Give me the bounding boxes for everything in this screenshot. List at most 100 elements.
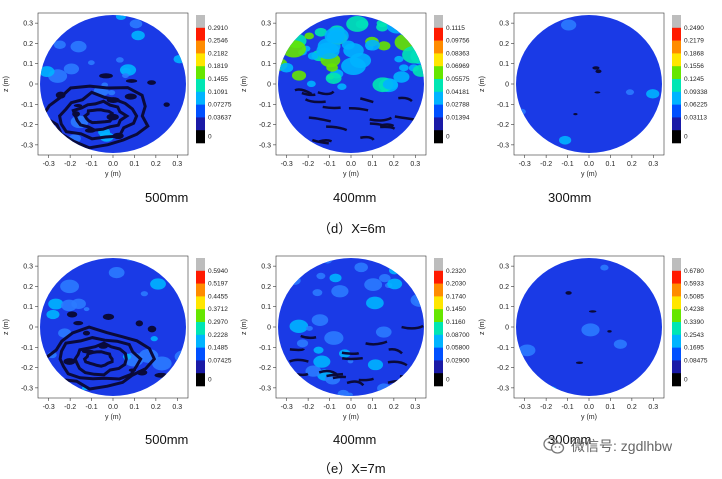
contour-line: [358, 377, 374, 382]
colorbar-segment: [434, 373, 443, 387]
colorbar-label: 0.3712: [208, 306, 228, 313]
contour-line: [311, 138, 329, 145]
contour-line: [300, 334, 317, 340]
y-tick-label: -0.3: [497, 142, 509, 149]
speckle: [400, 383, 416, 395]
x-tick-label: 0.0: [584, 161, 594, 168]
speckle: [63, 63, 80, 75]
panel-e-500: -0.3 -0.2 -0.1 0.0 0.1 0.2 0.3 0.3 0.2 0.1 0 -0.1 -0…: [0, 248, 232, 421]
speckle: [398, 64, 409, 72]
speckle: [388, 266, 400, 275]
colorbar-segment: [672, 27, 681, 41]
x-tick-label: 0.3: [410, 404, 420, 411]
dark-spot: [98, 343, 109, 349]
x-tick-label: -0.1: [562, 404, 574, 411]
colorbar-label: 0.1245: [684, 76, 704, 83]
y-tick-label: 0.2: [261, 284, 271, 291]
x-tick-label: -0.3: [519, 161, 531, 168]
speckle: [115, 57, 124, 63]
y-tick-label: 0: [29, 82, 33, 89]
contour-plot: -0.3 -0.2 -0.1 0.0 0.1 0.2 0.3 0.3 0.2 0.1 0 -0.1 -0…: [479, 255, 708, 421]
x-axis-label: y (m): [581, 414, 597, 421]
x-tick-label: -0.3: [281, 161, 293, 168]
colorbar-label: 0.06225: [684, 102, 708, 109]
colorbar-segment: [434, 283, 443, 297]
colorbar-label: 0.07425: [208, 357, 232, 364]
speckle: [304, 32, 314, 40]
y-tick-label: 0.2: [499, 41, 509, 48]
x-tick-label: 0.3: [648, 404, 658, 411]
colorbar-segment: [196, 283, 205, 297]
colorbar-segment: [434, 309, 443, 323]
colorbar-segment: [434, 130, 443, 144]
y-tick-label: 0.1: [261, 304, 271, 311]
speckle: [87, 60, 95, 66]
contour-line: [317, 90, 335, 96]
y-tick-label: 0: [267, 82, 271, 89]
colorbar-label: 0.2182: [208, 50, 228, 57]
colorbar-label: 0.5933: [684, 281, 704, 288]
contour-line: [301, 91, 316, 97]
speckle: [306, 80, 316, 88]
colorbar-label: 0.1450: [446, 306, 466, 313]
colorbar-label: 0: [684, 134, 688, 141]
colorbar-segment: [672, 270, 681, 284]
speckle: [376, 19, 388, 28]
colorbar-segment: [434, 117, 443, 131]
dark-spot: [106, 113, 119, 121]
speckle: [291, 70, 307, 81]
speckle: [367, 359, 384, 371]
contour-line: [82, 350, 114, 368]
x-tick-label: 0.2: [151, 404, 161, 411]
dark-spot: [72, 111, 81, 118]
y-tick-label: -0.2: [259, 365, 271, 372]
speckle: [329, 273, 342, 283]
y-tick-label: 0.1: [499, 61, 509, 68]
speckle: [517, 108, 526, 115]
colorbar-segment: [196, 322, 205, 336]
contour-line: [326, 125, 348, 132]
watermark-text: 微信号: zgdlhbw: [571, 438, 673, 454]
colorbar-segment: [672, 373, 681, 387]
contour-line: [73, 341, 128, 377]
colorbar-label: 0.08475: [684, 357, 708, 364]
colorbar-segment: [196, 117, 205, 131]
colorbar-label: 0.5085: [684, 293, 704, 300]
colorbar-label: 0.08363: [446, 50, 470, 57]
contour-line: [369, 122, 386, 128]
contour-plot: -0.3 -0.2 -0.1 0.0 0.1 0.2 0.3 0.3 0.2 0.1 0 -0.1 -0…: [3, 255, 232, 421]
y-axis-label: z (m): [241, 319, 248, 335]
speckle: [46, 309, 60, 320]
y-tick-label: -0.1: [497, 102, 509, 109]
speckle: [543, 386, 558, 396]
colorbar-label: 0.2179: [684, 38, 704, 45]
colorbar-segment: [196, 15, 205, 29]
y-tick-label: 0: [505, 325, 509, 332]
dark-spot: [595, 69, 602, 74]
colorbar-label: 0.2546: [208, 38, 228, 45]
colorbar-label: 0.07275: [208, 102, 232, 109]
y-tick-label: -0.3: [259, 142, 271, 149]
colorbar-segment: [196, 334, 205, 348]
speckle: [278, 28, 293, 43]
x-tick-label: -0.1: [86, 161, 98, 168]
contour-line: [341, 356, 363, 361]
speckle: [314, 27, 327, 37]
colorbar-label: 0.09338: [684, 89, 708, 96]
speckle: [107, 90, 116, 96]
speckle: [331, 285, 349, 298]
colorbar-segment: [672, 283, 681, 297]
x-tick-label: 0.1: [368, 161, 378, 168]
dark-spot: [128, 368, 137, 372]
dark-spot: [147, 80, 156, 85]
speckle: [122, 73, 129, 79]
y-tick-label: -0.2: [497, 365, 509, 372]
y-tick-label: 0.3: [23, 264, 33, 271]
colorbar-label: 0.05800: [446, 345, 470, 352]
label-e-500: 500mm: [145, 432, 189, 447]
wechat-icon: [543, 437, 565, 455]
contour-line: [326, 372, 344, 378]
x-tick-label: 0.1: [368, 404, 378, 411]
dark-spot: [63, 358, 76, 365]
row-caption-d: （d）X=6m: [318, 221, 386, 236]
